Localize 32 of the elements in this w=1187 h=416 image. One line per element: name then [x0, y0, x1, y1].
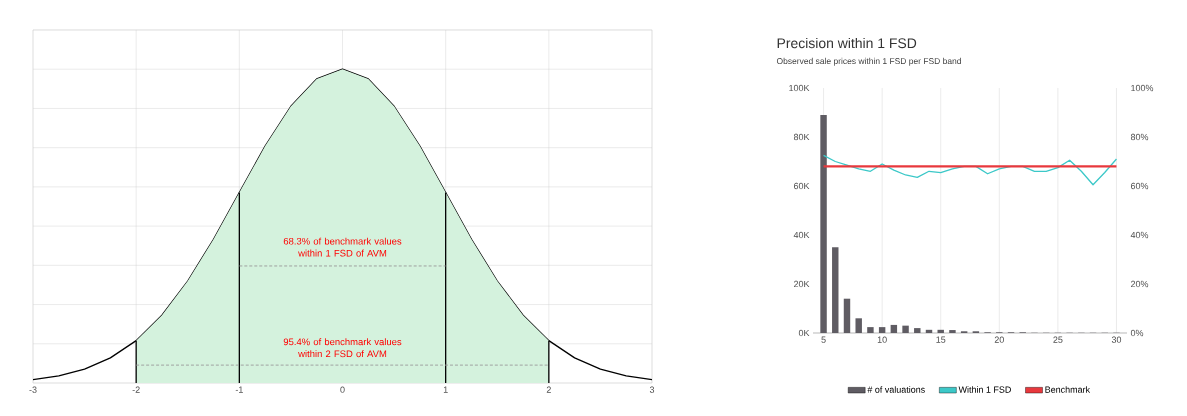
x-tick-label: -1 — [235, 386, 243, 393]
y-tick-label: 0K — [798, 329, 810, 337]
x-tick-label: 30 — [1111, 336, 1122, 343]
x-tick-label: -3 — [29, 386, 37, 393]
x-tick-label: 10 — [877, 336, 887, 343]
y-tick-label: 40K — [793, 231, 810, 239]
y2-tick-label: 20% — [1130, 280, 1149, 288]
legend-label: Within 1 FSD — [958, 386, 1011, 393]
y2-tick-label: 60% — [1130, 182, 1149, 190]
y-tick-label: 100K — [789, 84, 810, 92]
x-tick-label: 3 — [649, 386, 655, 393]
y-tick-label: 60K — [793, 182, 810, 190]
annotation: 95.4% of benchmark values within 2 FSD of AVM — [283, 338, 402, 358]
x-tick-label: 0 — [340, 386, 345, 393]
y2-tick-label: 80% — [1130, 133, 1149, 141]
x-tick-label: 5 — [821, 336, 826, 343]
x-tick-label: 1 — [443, 386, 448, 393]
y-tick-label: 80K — [793, 133, 810, 141]
annotation: 68.3% of benchmark values within 1 FSD of AVM — [283, 237, 402, 257]
x-tick-label: 25 — [1053, 336, 1063, 343]
legend-label: # of valuations — [867, 386, 925, 393]
y2-tick-label: 100% — [1131, 84, 1154, 92]
chart-title: Precision within 1 FSD — [777, 37, 917, 49]
x-tick-label: 15 — [936, 336, 946, 343]
legend-label: Benchmark — [1045, 386, 1091, 393]
x-tick-label: 20 — [994, 336, 1004, 343]
x-tick-label: 2 — [546, 386, 551, 393]
chart-subtitle: Observed sale prices within 1 FSD per FSD band — [776, 57, 961, 66]
x-tick-label: -2 — [132, 386, 140, 393]
y2-tick-label: 40% — [1130, 231, 1149, 239]
y-tick-label: 20K — [793, 280, 810, 288]
y2-tick-label: 0% — [1130, 329, 1144, 337]
